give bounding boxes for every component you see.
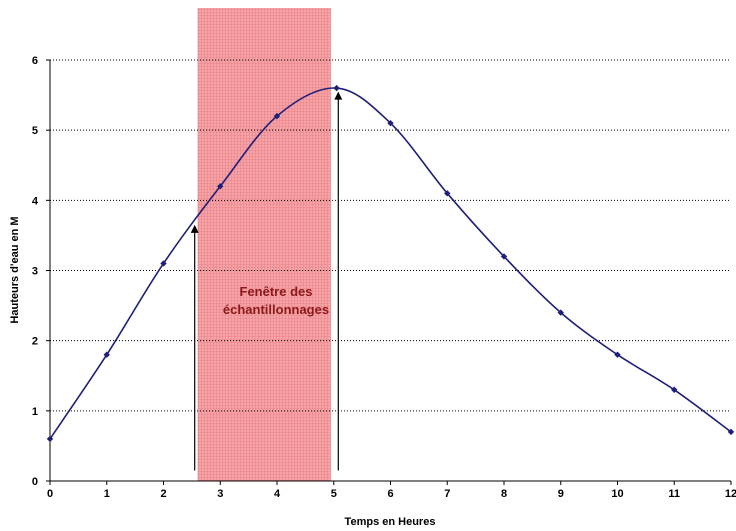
y-tick-label: 4: [32, 195, 39, 207]
x-tick-label: 1: [104, 488, 110, 500]
y-tick-label: 5: [32, 125, 38, 137]
data-point: [557, 309, 564, 316]
data-point: [671, 386, 678, 393]
window-label-line2: échantillonnages: [223, 302, 329, 317]
x-tick-label: 7: [444, 488, 450, 500]
x-tick-label: 5: [331, 488, 337, 500]
arrow-head: [190, 224, 199, 233]
x-tick-label: 11: [668, 488, 680, 500]
x-tick-label: 4: [274, 488, 281, 500]
x-tick-label: 8: [501, 488, 507, 500]
arrow-head: [334, 91, 343, 100]
x-tick-label: 6: [387, 488, 393, 500]
series-line: [49, 87, 732, 440]
x-tick-label: 3: [217, 488, 223, 500]
data-point: [217, 183, 224, 190]
x-axis-title: Temps en Heures: [345, 516, 436, 528]
y-tick-label: 0: [32, 476, 38, 488]
data-point: [387, 119, 394, 127]
y-tick-label: 6: [32, 55, 38, 67]
data-point: [614, 351, 621, 358]
x-tick-label: 10: [611, 488, 623, 500]
data-point: [46, 435, 54, 443]
data-point: [727, 428, 735, 436]
sampling-window: [197, 8, 331, 481]
y-tick-label: 2: [32, 336, 38, 348]
x-tick-label: 0: [47, 488, 53, 500]
window-label-line1: Fenêtre des: [240, 284, 313, 299]
x-tick-label: 9: [558, 488, 564, 500]
data-point: [500, 253, 508, 260]
x-tick-label: 12: [725, 488, 736, 500]
data-point: [444, 190, 451, 197]
data-point: [103, 351, 110, 358]
x-tick-label: 2: [160, 488, 166, 500]
data-point: [160, 260, 167, 267]
y-tick-label: 3: [32, 266, 38, 278]
y-axis-title: Hauteurs d'eau en M: [9, 216, 21, 323]
data-point: [333, 84, 340, 92]
y-tick-label: 1: [32, 406, 38, 418]
data-point: [273, 112, 281, 120]
